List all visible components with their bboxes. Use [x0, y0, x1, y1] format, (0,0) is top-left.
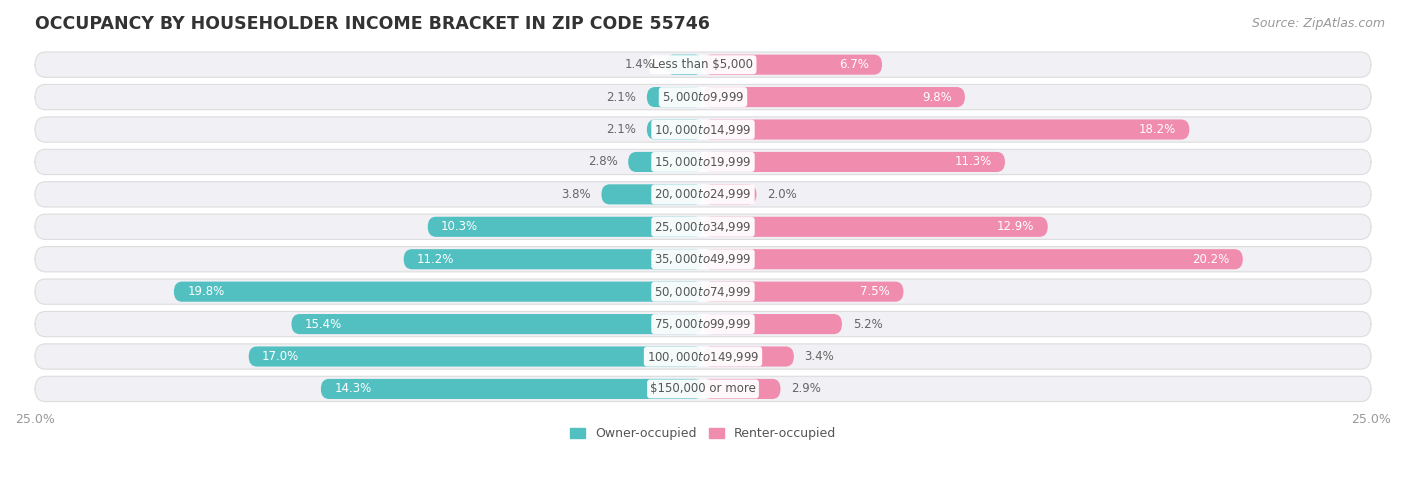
FancyBboxPatch shape [321, 379, 703, 399]
Text: 5.2%: 5.2% [852, 318, 883, 331]
Text: 11.2%: 11.2% [418, 253, 454, 266]
FancyBboxPatch shape [35, 376, 1371, 402]
Text: 3.8%: 3.8% [561, 188, 591, 201]
Text: 19.8%: 19.8% [187, 285, 225, 298]
Text: $10,000 to $14,999: $10,000 to $14,999 [654, 123, 752, 136]
Text: 2.8%: 2.8% [588, 155, 617, 169]
FancyBboxPatch shape [703, 55, 882, 75]
Text: 12.9%: 12.9% [997, 220, 1035, 233]
FancyBboxPatch shape [35, 311, 1371, 337]
FancyBboxPatch shape [35, 150, 1371, 174]
Text: $5,000 to $9,999: $5,000 to $9,999 [662, 90, 744, 104]
Text: $20,000 to $24,999: $20,000 to $24,999 [654, 187, 752, 201]
Text: 2.1%: 2.1% [606, 123, 636, 136]
FancyBboxPatch shape [703, 184, 756, 205]
FancyBboxPatch shape [703, 87, 965, 107]
FancyBboxPatch shape [35, 182, 1371, 207]
Text: 20.2%: 20.2% [1192, 253, 1229, 266]
Text: $25,000 to $34,999: $25,000 to $34,999 [654, 220, 752, 234]
FancyBboxPatch shape [703, 119, 1189, 140]
Text: $100,000 to $149,999: $100,000 to $149,999 [647, 350, 759, 363]
FancyBboxPatch shape [602, 184, 703, 205]
FancyBboxPatch shape [703, 281, 904, 302]
FancyBboxPatch shape [703, 152, 1005, 172]
Text: 7.5%: 7.5% [860, 285, 890, 298]
Text: 2.9%: 2.9% [792, 382, 821, 395]
Text: $15,000 to $19,999: $15,000 to $19,999 [654, 155, 752, 169]
Text: Source: ZipAtlas.com: Source: ZipAtlas.com [1251, 17, 1385, 30]
Text: 18.2%: 18.2% [1139, 123, 1175, 136]
FancyBboxPatch shape [427, 217, 703, 237]
Text: 10.3%: 10.3% [441, 220, 478, 233]
Text: 1.4%: 1.4% [626, 58, 655, 71]
Text: 11.3%: 11.3% [955, 155, 991, 169]
FancyBboxPatch shape [35, 117, 1371, 142]
FancyBboxPatch shape [703, 346, 794, 367]
Text: 2.0%: 2.0% [768, 188, 797, 201]
Text: 15.4%: 15.4% [305, 318, 342, 331]
FancyBboxPatch shape [35, 344, 1371, 369]
FancyBboxPatch shape [647, 119, 703, 140]
Text: OCCUPANCY BY HOUSEHOLDER INCOME BRACKET IN ZIP CODE 55746: OCCUPANCY BY HOUSEHOLDER INCOME BRACKET … [35, 15, 710, 33]
Text: 2.1%: 2.1% [606, 91, 636, 104]
FancyBboxPatch shape [35, 84, 1371, 110]
Text: $150,000 or more: $150,000 or more [650, 382, 756, 395]
Text: $75,000 to $99,999: $75,000 to $99,999 [654, 317, 752, 331]
FancyBboxPatch shape [35, 279, 1371, 304]
FancyBboxPatch shape [35, 246, 1371, 272]
Text: $35,000 to $49,999: $35,000 to $49,999 [654, 252, 752, 266]
FancyBboxPatch shape [35, 52, 1371, 77]
FancyBboxPatch shape [703, 379, 780, 399]
FancyBboxPatch shape [404, 249, 703, 269]
FancyBboxPatch shape [703, 314, 842, 334]
Text: 14.3%: 14.3% [335, 382, 371, 395]
FancyBboxPatch shape [703, 217, 1047, 237]
FancyBboxPatch shape [35, 214, 1371, 240]
Text: Less than $5,000: Less than $5,000 [652, 58, 754, 71]
Legend: Owner-occupied, Renter-occupied: Owner-occupied, Renter-occupied [565, 422, 841, 445]
FancyBboxPatch shape [665, 55, 703, 75]
Text: 9.8%: 9.8% [922, 91, 952, 104]
FancyBboxPatch shape [249, 346, 703, 367]
FancyBboxPatch shape [174, 281, 703, 302]
FancyBboxPatch shape [647, 87, 703, 107]
FancyBboxPatch shape [291, 314, 703, 334]
Text: 6.7%: 6.7% [839, 58, 869, 71]
Text: $50,000 to $74,999: $50,000 to $74,999 [654, 285, 752, 299]
FancyBboxPatch shape [628, 152, 703, 172]
FancyBboxPatch shape [703, 249, 1243, 269]
Text: 17.0%: 17.0% [262, 350, 299, 363]
Text: 3.4%: 3.4% [804, 350, 834, 363]
